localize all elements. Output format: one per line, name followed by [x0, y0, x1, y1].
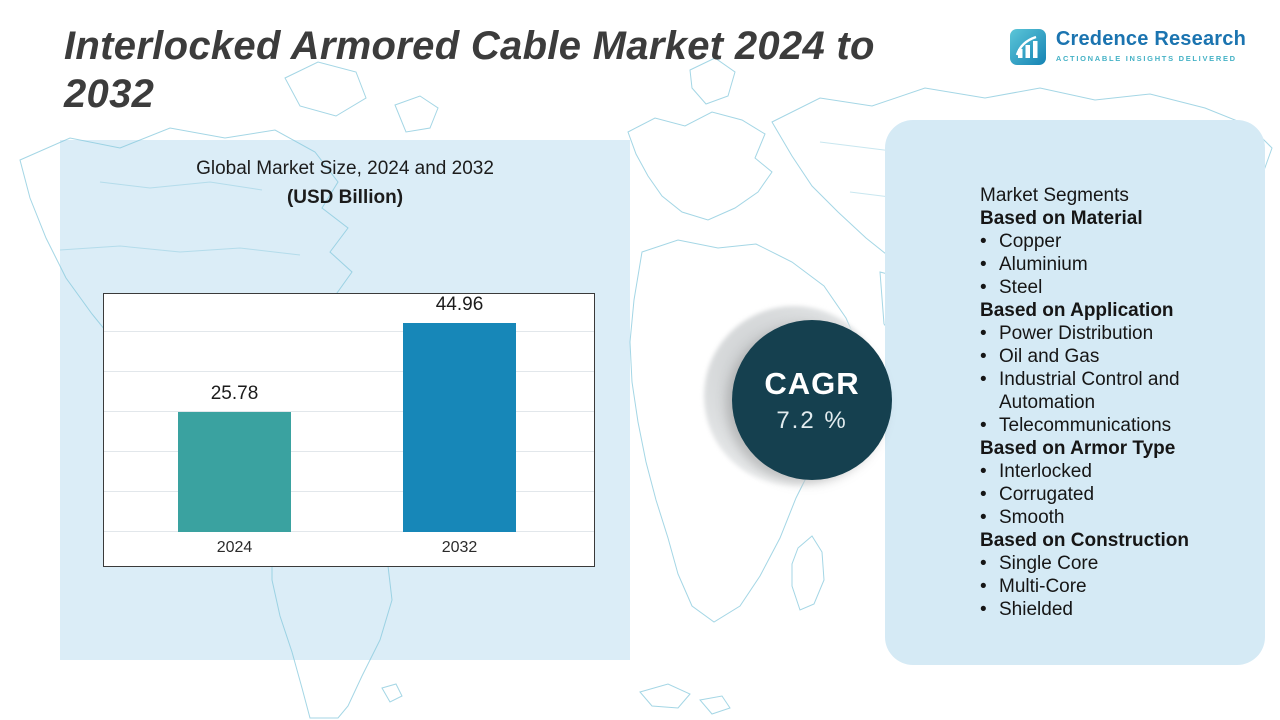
segment-item: Aluminium — [980, 253, 1241, 276]
segment-item-label: Multi-Core — [999, 576, 1087, 597]
segment-item: Telecommunications — [980, 414, 1241, 437]
bar-group-2024: 25.78 — [178, 294, 291, 532]
cagr-badge: CAGR 7.2 % — [698, 300, 898, 500]
segment-item-label: Corrugated — [999, 484, 1095, 505]
x-axis-label-2032: 2032 — [441, 539, 478, 556]
bullet-icon — [980, 552, 999, 575]
segment-item-label: Smooth — [999, 507, 1065, 528]
bullet-icon — [980, 322, 999, 345]
segment-item: Power Distribution — [980, 322, 1241, 345]
bullet-icon — [980, 230, 999, 253]
segment-item-label: Interlocked — [999, 461, 1092, 482]
segment-item: Shielded — [980, 598, 1241, 621]
segment-item: Interlocked — [980, 460, 1241, 483]
segment-item: Single Core — [980, 552, 1241, 575]
segment-item-label: Shielded — [999, 599, 1073, 620]
bullet-icon — [980, 253, 999, 276]
bar-group-2032: 44.96 — [403, 294, 516, 532]
segments-title: Market Segments — [980, 185, 1129, 206]
segment-item: Steel — [980, 276, 1241, 299]
chart-subtitle-line2: (USD Billion) — [286, 187, 404, 208]
segment-heading-construction: Based on Construction — [980, 530, 1190, 551]
segment-heading-material: Based on Material — [980, 208, 1143, 229]
bullet-icon — [980, 506, 999, 529]
page-title: Interlocked Armored Cable Market 2024 to… — [64, 24, 875, 116]
bullet-icon — [980, 368, 999, 414]
cagr-value: 7.2 % — [776, 406, 848, 434]
bar-2032 — [403, 323, 516, 532]
segment-heading-armor-type: Based on Armor Type — [980, 438, 1176, 459]
segment-item: Multi-Core — [980, 575, 1241, 598]
segment-item-label: Power Distribution — [999, 323, 1154, 344]
bullet-icon — [980, 345, 999, 368]
bullet-icon — [980, 575, 999, 598]
segment-item-label: Industrial Control and Automation — [999, 369, 1180, 413]
segment-item: Oil and Gas — [980, 345, 1241, 368]
credence-research-logo: Credence Research Actionable Insights De… — [1009, 28, 1246, 71]
logo-company-name: Credence Research — [1055, 28, 1246, 50]
bar-value-label: 25.78 — [210, 383, 259, 404]
chart-x-axis: 2024 2032 — [104, 532, 594, 566]
bullet-icon — [980, 460, 999, 483]
cagr-label: CAGR — [764, 365, 860, 401]
segment-item-label: Single Core — [999, 553, 1099, 574]
segment-item-label: Aluminium — [999, 254, 1088, 275]
bullet-icon — [980, 276, 999, 299]
logo-tagline: Actionable Insights Delivered — [1055, 54, 1237, 63]
x-axis-label-2024: 2024 — [216, 539, 253, 556]
segment-item: Industrial Control and Automation — [980, 368, 1241, 414]
cagr-circle: CAGR 7.2 % — [732, 320, 892, 480]
bar-2024 — [178, 412, 291, 532]
segment-item-label: Copper — [999, 231, 1062, 252]
bullet-icon — [980, 483, 999, 506]
bar-value-label: 44.96 — [435, 294, 484, 315]
segment-item: Smooth — [980, 506, 1241, 529]
segment-heading-application: Based on Application — [980, 300, 1174, 321]
chart-plot-area: 25.78 44.96 — [104, 294, 594, 532]
segment-item-label: Steel — [999, 277, 1043, 298]
bar-chart-logo-icon — [1009, 28, 1047, 71]
chart-subtitle: Global Market Size, 2024 and 2032 (USD B… — [60, 158, 630, 209]
market-segments-panel: Market Segments Based on Material Copper… — [885, 120, 1265, 665]
segment-item: Corrugated — [980, 483, 1241, 506]
segment-item: Copper — [980, 230, 1241, 253]
bullet-icon — [980, 414, 999, 437]
bar-chart: 25.78 44.96 2024 2032 — [103, 293, 595, 567]
chart-subtitle-line1: Global Market Size, 2024 and 2032 — [196, 158, 494, 179]
bullet-icon — [980, 598, 999, 621]
segment-item-label: Oil and Gas — [999, 346, 1100, 367]
segment-item-label: Telecommunications — [999, 415, 1172, 436]
